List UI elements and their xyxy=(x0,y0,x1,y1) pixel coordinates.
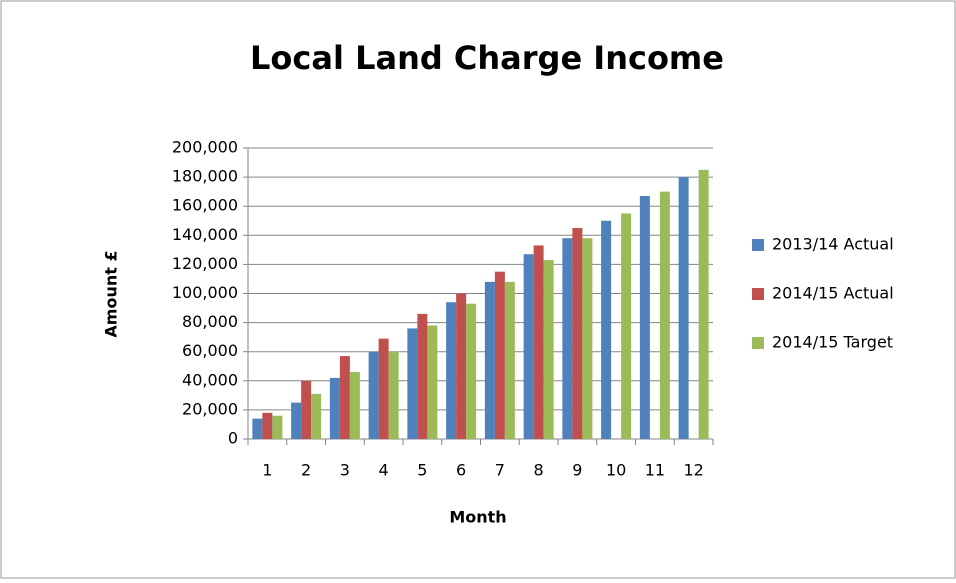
bar xyxy=(417,313,428,439)
bar xyxy=(639,196,650,439)
bar xyxy=(466,303,477,439)
bar xyxy=(252,418,263,439)
bar xyxy=(378,338,389,439)
x-tick-label: 6 xyxy=(456,461,466,480)
bar xyxy=(456,293,467,439)
bar xyxy=(262,412,273,439)
y-tick-label: 180,000 xyxy=(172,167,238,186)
y-tick-label: 100,000 xyxy=(172,283,238,302)
x-tick-label: 9 xyxy=(572,461,582,480)
bar xyxy=(572,228,583,439)
chart-title: Local Land Charge Income xyxy=(250,39,724,77)
bar xyxy=(388,351,399,439)
bar xyxy=(291,402,302,439)
bar xyxy=(543,260,554,439)
legend-swatch xyxy=(752,239,764,251)
x-tick-label: 10 xyxy=(606,461,626,480)
bar xyxy=(339,356,350,439)
bar xyxy=(301,380,312,439)
legend-label: 2013/14 Actual xyxy=(772,235,894,254)
x-tick-label: 12 xyxy=(683,461,703,480)
bar xyxy=(562,238,573,439)
y-axis-label: Amount £ xyxy=(102,250,121,337)
legend-swatch xyxy=(752,288,764,300)
x-tick-label: 8 xyxy=(534,461,544,480)
x-tick-label: 1 xyxy=(262,461,272,480)
x-axis-label: Month xyxy=(449,508,506,527)
bar xyxy=(329,377,340,439)
bar xyxy=(678,177,689,439)
x-tick-label: 3 xyxy=(340,461,350,480)
y-tick-label: 0 xyxy=(228,429,238,448)
y-tick-label: 140,000 xyxy=(172,225,238,244)
legend-label: 2014/15 Target xyxy=(772,333,893,352)
bar xyxy=(601,220,612,439)
legend-swatch xyxy=(752,337,764,349)
x-tick-label: 4 xyxy=(379,461,389,480)
x-tick-label: 7 xyxy=(495,461,505,480)
bar xyxy=(523,254,534,439)
bar xyxy=(504,281,515,439)
bar xyxy=(484,281,495,439)
bar xyxy=(368,351,379,439)
bar xyxy=(494,271,505,439)
y-tick-label: 120,000 xyxy=(172,254,238,273)
y-tick-label: 80,000 xyxy=(182,312,238,331)
y-tick-label: 20,000 xyxy=(182,399,238,418)
y-tick-label: 60,000 xyxy=(182,341,238,360)
legend-label: 2014/15 Actual xyxy=(772,284,894,303)
x-tick-label: 11 xyxy=(645,461,665,480)
bar xyxy=(407,328,418,439)
bar xyxy=(311,393,322,439)
bar xyxy=(272,415,283,439)
bar xyxy=(427,325,438,439)
bar xyxy=(349,372,360,439)
x-tick-label: 2 xyxy=(301,461,311,480)
bar xyxy=(698,169,709,439)
y-tick-label: 40,000 xyxy=(182,370,238,389)
bar xyxy=(533,245,544,439)
bar xyxy=(621,213,632,439)
bar xyxy=(446,302,457,439)
y-tick-label: 200,000 xyxy=(172,138,238,157)
y-tick-label: 160,000 xyxy=(172,196,238,215)
x-tick-label: 5 xyxy=(417,461,427,480)
bar xyxy=(659,191,670,439)
bar xyxy=(582,238,593,439)
